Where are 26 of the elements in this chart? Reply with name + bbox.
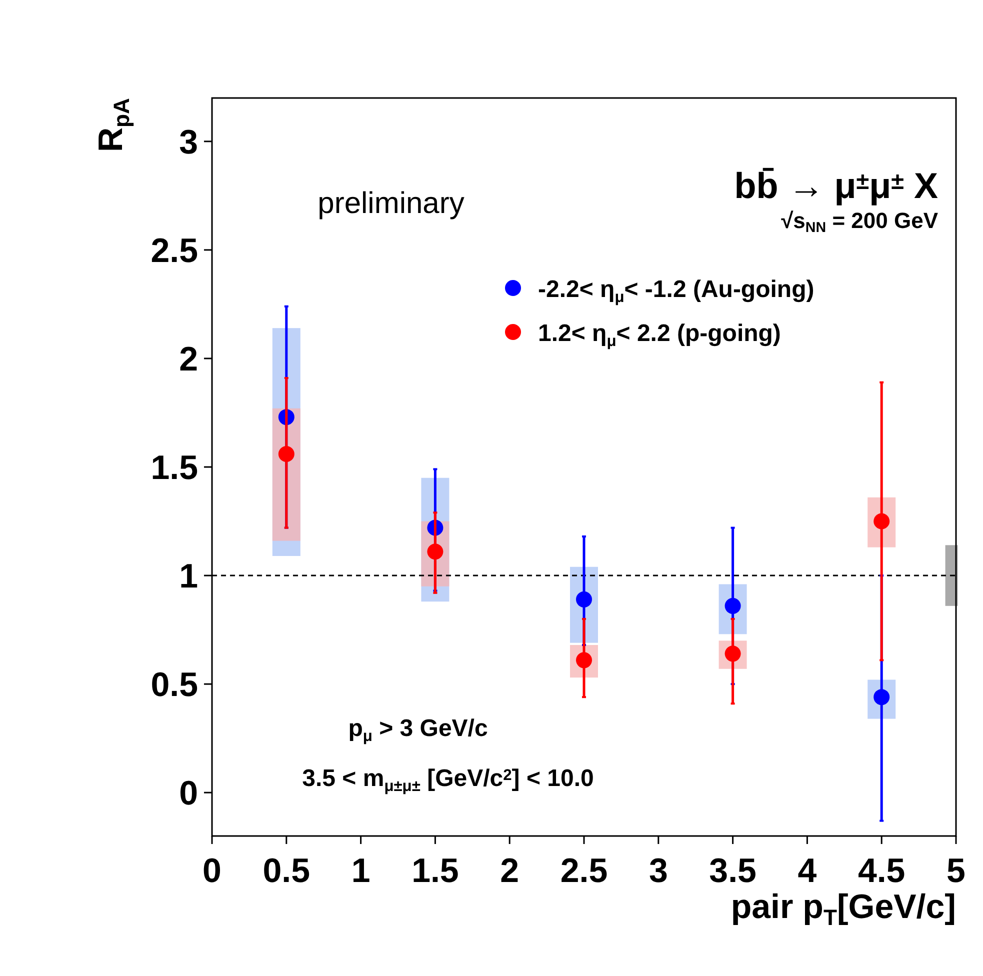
annotation: √s$_{NN}$ = 200 GeV (781, 208, 938, 236)
x-tick-label: 1.5 (412, 852, 459, 890)
annotation: 3.5 < m$_{μ±μ±}$ [GeV/c$^{2}$] < 10.0 (302, 765, 594, 795)
annotation: bb̄ → μ$^{±}$μ$^{±}$ X (734, 165, 938, 206)
y-tick-label: 3 (179, 123, 198, 162)
annotation: p$_{μ}$ > 3 GeV/c (348, 715, 488, 745)
x-tick-label: 3 (648, 852, 668, 890)
y-tick-label: 1.5 (150, 449, 198, 487)
legend-label: -2.2< η$_{μ}$< -1.2 (Au-going) (538, 276, 814, 306)
x-tick-label: 3.5 (709, 852, 756, 890)
x-tick-label: 0.5 (262, 852, 310, 890)
legend-label: 1.2< η$_{μ}$< 2.2 (p-going) (538, 320, 781, 350)
x-tick-label: 2.5 (560, 852, 608, 890)
y-tick-label: 1 (179, 558, 198, 596)
y-tick-label: 2.5 (150, 232, 198, 270)
x-tick-label: 4.5 (858, 852, 906, 890)
x-axis-title: pair p$_{T}$[GeV/c] (730, 888, 956, 930)
y-tick-label: 2 (179, 340, 198, 378)
x-tick-label: 5 (946, 852, 966, 890)
y-tick-label: 0 (179, 774, 198, 813)
x-tick-label: 4 (798, 852, 817, 890)
x-tick-label: 2 (500, 852, 520, 890)
annotation: preliminary (318, 187, 464, 220)
y-tick-label: 0.5 (150, 666, 198, 704)
x-tick-label: 1 (351, 852, 370, 890)
x-tick-label: 0 (202, 852, 222, 890)
